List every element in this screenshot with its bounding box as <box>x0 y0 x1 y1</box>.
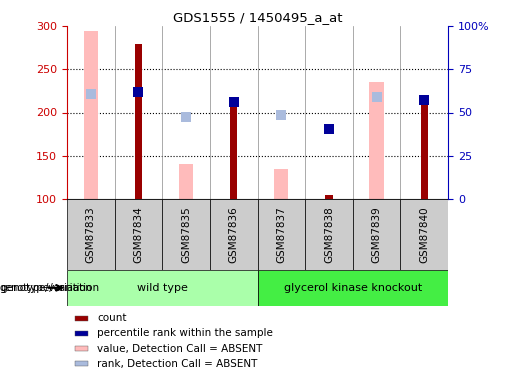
Text: GSM87833: GSM87833 <box>86 206 96 263</box>
Bar <box>369 82 384 199</box>
Text: GSM87834: GSM87834 <box>133 206 143 263</box>
Bar <box>162 199 210 270</box>
Text: genotype/variation: genotype/variation <box>0 283 93 293</box>
Text: value, Detection Call = ABSENT: value, Detection Call = ABSENT <box>97 344 263 354</box>
Bar <box>75 316 88 321</box>
Bar <box>401 199 448 270</box>
Text: rank, Detection Call = ABSENT: rank, Detection Call = ABSENT <box>97 359 258 369</box>
Bar <box>83 31 98 199</box>
Point <box>277 112 285 118</box>
Point <box>230 99 238 105</box>
Text: genotype/variation: genotype/variation <box>0 283 99 293</box>
Bar <box>179 164 193 199</box>
Bar <box>75 346 88 351</box>
Text: GSM87839: GSM87839 <box>372 206 382 263</box>
Point <box>182 114 190 120</box>
Bar <box>353 199 401 270</box>
Bar <box>421 101 428 199</box>
Text: GSM87840: GSM87840 <box>419 206 429 262</box>
Point <box>420 97 428 103</box>
Bar <box>274 169 288 199</box>
Point <box>87 90 95 96</box>
Text: GSM87835: GSM87835 <box>181 206 191 263</box>
Point <box>372 94 381 100</box>
Bar <box>75 331 88 336</box>
Text: GSM87838: GSM87838 <box>324 206 334 263</box>
Bar <box>114 199 162 270</box>
Point <box>325 126 333 132</box>
Text: wild type: wild type <box>137 283 187 293</box>
Text: percentile rank within the sample: percentile rank within the sample <box>97 328 273 338</box>
Bar <box>325 195 333 199</box>
Bar <box>67 270 258 306</box>
Point <box>134 89 143 95</box>
Bar <box>67 199 115 270</box>
Bar <box>258 270 448 306</box>
Bar <box>75 362 88 366</box>
Bar <box>230 102 237 199</box>
Text: GSM87836: GSM87836 <box>229 206 238 263</box>
Bar <box>305 199 353 270</box>
Text: glycerol kinase knockout: glycerol kinase knockout <box>284 283 422 293</box>
Text: count: count <box>97 313 127 323</box>
Bar <box>210 199 258 270</box>
Bar <box>135 44 142 199</box>
Text: GSM87837: GSM87837 <box>277 206 286 263</box>
Bar <box>258 199 305 270</box>
Title: GDS1555 / 1450495_a_at: GDS1555 / 1450495_a_at <box>173 11 342 24</box>
